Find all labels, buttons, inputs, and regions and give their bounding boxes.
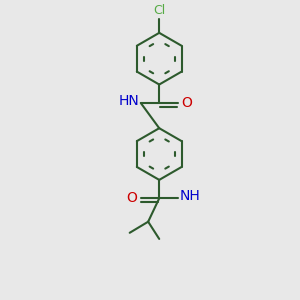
Text: NH: NH xyxy=(179,190,200,203)
Text: O: O xyxy=(126,191,137,205)
Text: HN: HN xyxy=(118,94,139,108)
Text: O: O xyxy=(182,96,192,110)
Text: Cl: Cl xyxy=(153,4,165,17)
